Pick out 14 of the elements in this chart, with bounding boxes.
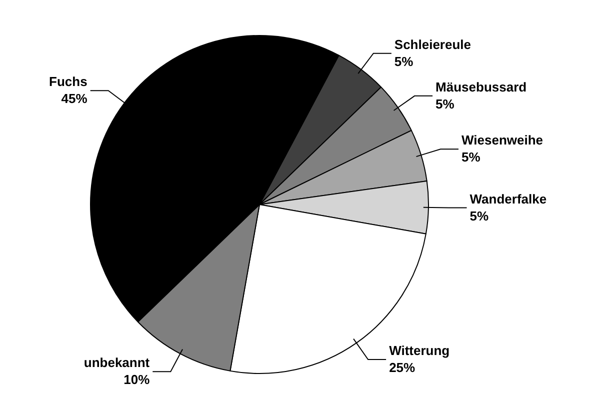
data-label: 5% — [470, 208, 489, 224]
slice-label: Schleiereule — [394, 36, 472, 52]
slice-label: Mäusebussard — [436, 80, 527, 95]
data-label: 5% — [462, 150, 481, 165]
slice-label: unbekannt — [84, 355, 150, 370]
slice-label: Wiesenweihe — [462, 132, 544, 148]
data-label: 25% — [389, 360, 416, 376]
slice-label: Wanderfalke — [470, 191, 547, 206]
data-label: 45% — [61, 91, 88, 106]
data-label: 10% — [124, 372, 150, 388]
data-label: 5% — [436, 96, 455, 112]
slice-label: Fuchs — [49, 74, 88, 90]
slice-label: Witterung — [389, 343, 450, 358]
data-label: 5% — [394, 54, 414, 69]
